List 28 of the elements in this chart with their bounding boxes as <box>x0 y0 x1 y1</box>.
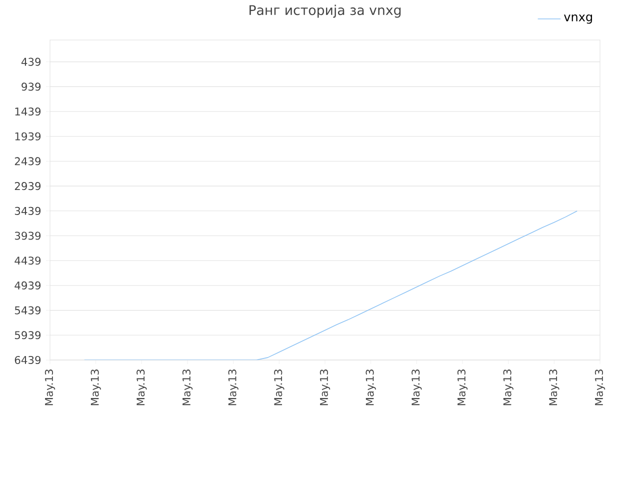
y-tick-label: 3439 <box>14 206 41 215</box>
y-tick-label: 5939 <box>14 331 41 340</box>
x-tick-label: May.13 <box>182 370 193 406</box>
y-tick-label: 5439 <box>14 306 41 314</box>
chart-title: Ранг историја за vnxg <box>250 4 401 18</box>
y-tick-label: 939 <box>22 82 41 91</box>
x-tick-label: May.13 <box>366 370 376 406</box>
x-tick-label: May.13 <box>594 370 606 406</box>
y-tick-label: 439 <box>21 58 41 66</box>
x-tick-label: May.13 <box>136 370 147 406</box>
x-tick-label: May.13 <box>228 370 238 406</box>
y-tick-label: 3939 <box>14 232 41 240</box>
x-tick-label: May.13 <box>549 370 560 406</box>
x-tick-label: May.13 <box>90 370 101 406</box>
y-tick-label: 6439 <box>14 356 41 364</box>
y-tick-label: 2939 <box>14 182 41 190</box>
x-tick-label: May.13 <box>44 370 56 406</box>
x-tick-label: May.13 <box>274 370 284 406</box>
x-tick-label: May.13 <box>503 370 514 406</box>
x-tick-label: May.13 <box>457 370 468 406</box>
x-tick-label: May.13 <box>412 370 422 406</box>
y-tick-label: 1939 <box>15 132 41 140</box>
x-tick-label: May.13 <box>320 370 330 406</box>
y-tick-label: 4439 <box>14 256 41 265</box>
legend-label: vnxg <box>564 14 592 24</box>
y-tick-label: 4939 <box>14 281 41 290</box>
y-tick-label: 1439 <box>15 107 41 116</box>
y-tick-label: 2439 <box>14 157 41 166</box>
